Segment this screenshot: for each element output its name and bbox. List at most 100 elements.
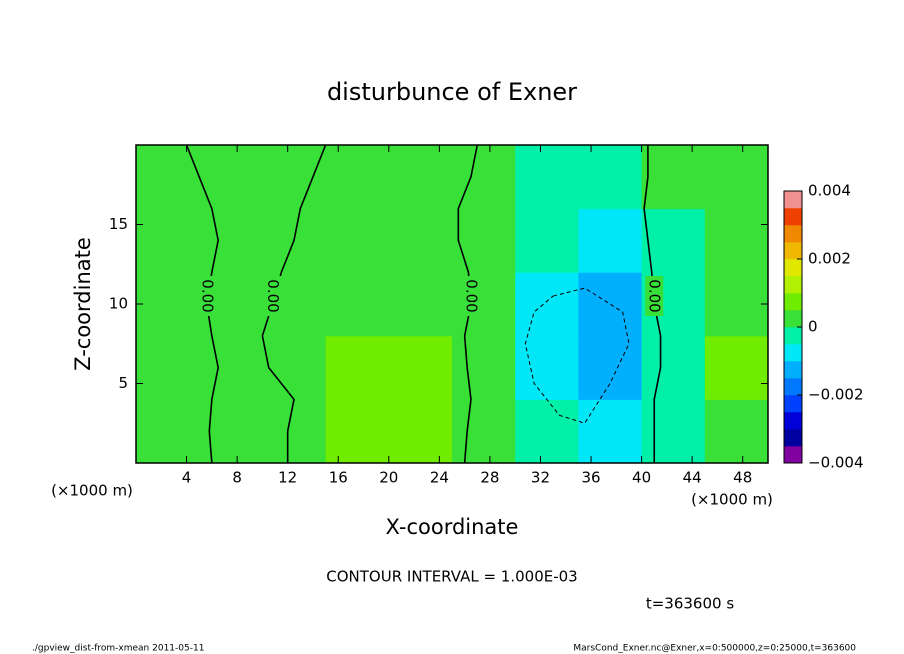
colorbar-swatch [784,225,802,243]
x-tick-label: 20 [379,469,398,487]
field-cell [515,145,579,210]
y-axis-label: Z-coordinate [71,237,95,371]
field-cell [452,335,516,400]
x-tick-label: 44 [683,469,702,487]
colorbar-swatch [784,412,802,430]
field-cell [388,335,453,400]
field-cell [452,208,516,273]
field-cell [704,208,768,273]
colorbar-tick-label: −0.002 [808,386,864,404]
field-cell [452,272,516,337]
colorbar-swatch [784,429,802,447]
colorbar-swatch [784,276,802,294]
colorbar-swatch [784,208,802,226]
time-label: t=363600 s [646,595,734,613]
field-cell [578,399,643,463]
field-cell [136,208,200,273]
y-tick-label: 5 [118,374,128,392]
contour-label: 0.00 [462,279,480,312]
y-tick-label: 15 [109,215,128,233]
colorbar-tick-label: 0 [808,318,818,336]
field-cell [262,399,327,463]
field-cell [388,208,453,273]
contour-label-bg [263,276,282,316]
chart-title: disturbunce of Exner [327,78,577,106]
field [136,145,768,463]
field-cell [136,272,200,337]
field-cell [515,335,579,400]
x-tick-label: 32 [531,469,550,487]
field-cell [199,335,263,400]
x-unit: (×1000 m) [51,482,133,500]
field-cell [388,399,453,463]
field-cell [704,399,768,463]
field-cell [388,145,453,210]
field-cell [325,208,390,273]
field-cell [704,145,768,210]
contour-label-bg [645,276,664,316]
contour-interval: CONTOUR INTERVAL = 1.000E-03 [326,568,577,586]
field-cell [325,272,390,337]
field-cell [262,335,327,400]
field-cell [704,335,768,400]
contour-label-bg [461,276,480,316]
y-tick-label: 10 [109,295,128,313]
x-tick-label: 36 [581,469,600,487]
contour-label: 0.00 [198,279,216,312]
contour-label: 0.00 [264,279,282,312]
colorbar-swatch [784,361,802,379]
field-cell [641,208,706,273]
field-cell [704,272,768,337]
colorbar-swatch [784,327,802,345]
field-cell [325,145,390,210]
x-tick-label: 28 [480,469,499,487]
field-cell [452,399,516,463]
field-cell [515,208,579,273]
colorbar-swatch [784,242,802,260]
field-cell [578,272,643,337]
field-cell [199,145,263,210]
colorbar-tick-label: 0.004 [808,182,851,200]
field-cell [515,399,579,463]
x-tick-label: 12 [278,469,297,487]
field-cell [199,208,263,273]
x-tick-label: 16 [329,469,348,487]
colorbar-tick-label: −0.004 [808,454,864,472]
colorbar-swatch [784,344,802,362]
field-cell [325,335,390,400]
x-tick-label: 8 [232,469,242,487]
contours: 0.00 0.00 0.00 0.00 [185,145,664,463]
colorbar-swatch [784,395,802,413]
field-cell [641,335,706,400]
field-cell [641,145,706,210]
footer-left: ./gpview_dist-from-xmean 2011-05-11 [32,644,204,654]
field-cell [515,272,579,337]
x-axis-label: X-coordinate [386,515,519,539]
colorbar-swatch [784,293,802,311]
colorbar-swatch [784,446,802,464]
x-tick-label: 24 [430,469,449,487]
x-unit: (×1000 m) [691,491,773,509]
contour-label-bg [197,276,216,316]
field-cell [325,399,390,463]
field-cell [578,208,643,273]
field-cell [136,335,200,400]
field-cell [136,145,200,210]
footer-right: MarsCond_Exner.nc@Exner,x=0:500000,z=0:2… [573,644,856,654]
colorbar-tick-label: 0.002 [808,250,851,268]
x-tick-label: 40 [632,469,651,487]
x-tick-label: 48 [733,469,752,487]
colorbar-swatch [784,378,802,396]
field-cell [388,272,453,337]
field-cell [578,335,643,400]
field-cell [641,399,706,463]
colorbar-swatch [784,259,802,277]
field-cell [136,399,200,463]
field-cell [578,145,643,210]
contour-label: 0.00 [646,279,664,312]
x-tick-label: 4 [182,469,192,487]
colorbar-swatch [784,191,802,209]
colorbar-swatch [784,310,802,328]
field-cell [262,145,327,210]
